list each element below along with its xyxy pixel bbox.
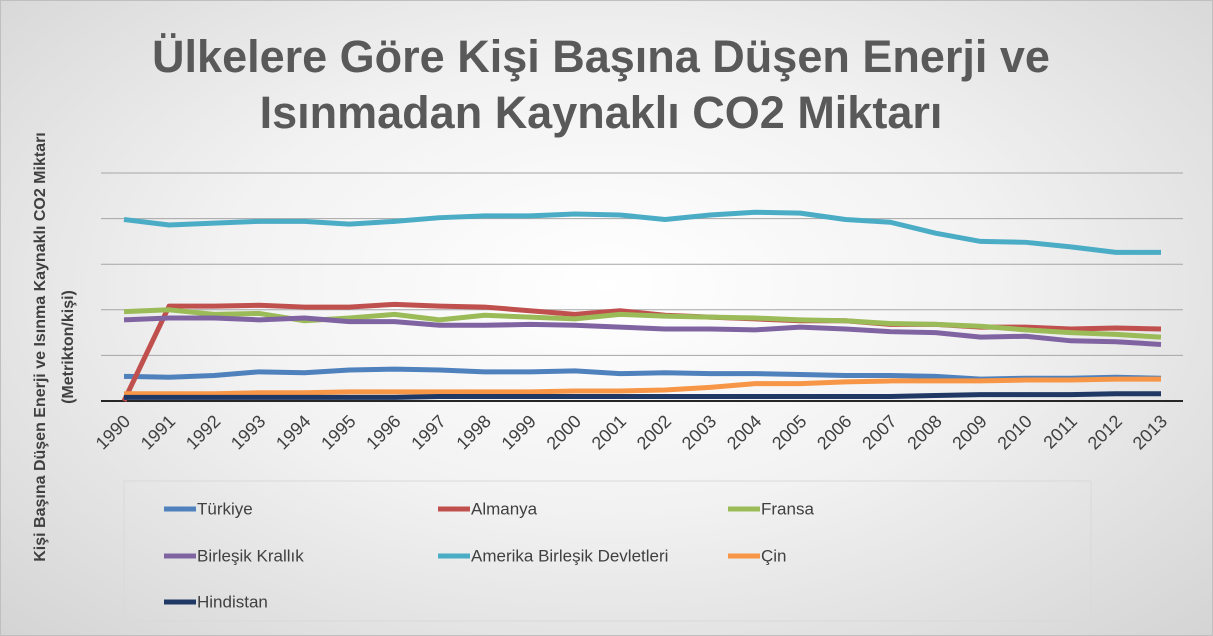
legend-label: Çin [761, 546, 787, 565]
series-line [124, 376, 1161, 397]
legend-label: Türkiye [197, 499, 253, 518]
series-line [124, 391, 1161, 400]
x-tick-label: 2004 [723, 411, 765, 453]
x-tick-label: 2009 [948, 411, 990, 453]
legend-label: Hindistan [197, 592, 268, 611]
x-tick-label: 2003 [678, 411, 720, 453]
x-tick-label: 1999 [498, 411, 540, 453]
x-tick-label: 1997 [407, 411, 449, 453]
legend-box [123, 480, 1092, 622]
x-tick-label: 1990 [92, 411, 134, 453]
x-tick-label: 1993 [227, 411, 269, 453]
chart-title: Ülkelere Göre Kişi Başına Düşen Enerji v… [152, 31, 1050, 138]
x-tick-label: 1995 [317, 411, 359, 453]
x-tick-label: 2011 [1039, 411, 1081, 453]
legend-label: Amerika Birleşik Devletleri [471, 546, 668, 565]
series-line [123, 209, 1161, 255]
x-tick-label: 1996 [362, 411, 404, 453]
series-line [123, 366, 1162, 382]
x-tick-label: 2012 [1084, 411, 1126, 453]
x-tick-label: 1998 [452, 411, 494, 453]
x-tick-label: 2007 [858, 411, 900, 453]
series-line [123, 315, 1162, 347]
x-tick-label: 2000 [543, 411, 585, 453]
x-tick-label: 2008 [903, 411, 945, 453]
x-tick-label: 2010 [993, 411, 1035, 453]
x-tick-label: 2002 [633, 411, 675, 453]
x-tick-label: 1992 [182, 411, 224, 453]
x-tick-label: 2006 [813, 411, 855, 453]
x-tick-label: 2013 [1129, 411, 1171, 453]
legend-label: Fransa [761, 499, 814, 518]
x-tick-label: 2005 [768, 411, 810, 453]
x-tick-label: 1994 [272, 411, 314, 453]
series-line [123, 307, 1162, 340]
legend-label: Almanya [471, 499, 538, 518]
x-tick-label: 2001 [588, 411, 630, 453]
x-tick-label: 1991 [137, 411, 179, 453]
legend-label: Birleşik Krallık [197, 546, 304, 565]
